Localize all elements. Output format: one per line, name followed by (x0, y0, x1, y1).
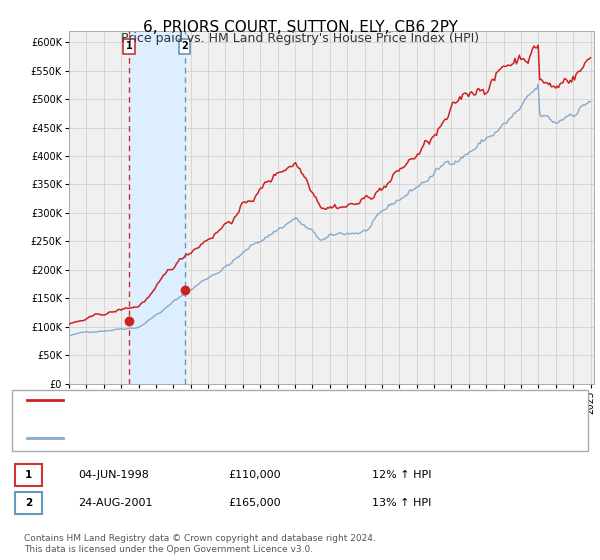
Text: 04-JUN-1998: 04-JUN-1998 (78, 470, 149, 480)
Text: 6, PRIORS COURT, SUTTON, ELY, CB6 2PY: 6, PRIORS COURT, SUTTON, ELY, CB6 2PY (143, 20, 457, 35)
Bar (129, 31, 185, 384)
Text: 1: 1 (25, 470, 32, 480)
Text: 24-AUG-2001: 24-AUG-2001 (78, 498, 152, 508)
Text: 2: 2 (181, 41, 188, 52)
Text: 2: 2 (25, 498, 32, 508)
Text: HPI: Average price, detached house, East Cambridgeshire: HPI: Average price, detached house, East… (69, 433, 392, 443)
Text: 12% ↑ HPI: 12% ↑ HPI (372, 470, 431, 480)
Text: 1: 1 (125, 41, 133, 52)
Text: Price paid vs. HM Land Registry's House Price Index (HPI): Price paid vs. HM Land Registry's House … (121, 32, 479, 45)
Text: £110,000: £110,000 (228, 470, 281, 480)
Text: This data is licensed under the Open Government Licence v3.0.: This data is licensed under the Open Gov… (24, 545, 313, 554)
Text: £165,000: £165,000 (228, 498, 281, 508)
Text: Contains HM Land Registry data © Crown copyright and database right 2024.: Contains HM Land Registry data © Crown c… (24, 534, 376, 543)
Text: 6, PRIORS COURT, SUTTON, ELY, CB6 2PY (detached house): 6, PRIORS COURT, SUTTON, ELY, CB6 2PY (d… (69, 395, 400, 405)
Text: 13% ↑ HPI: 13% ↑ HPI (372, 498, 431, 508)
